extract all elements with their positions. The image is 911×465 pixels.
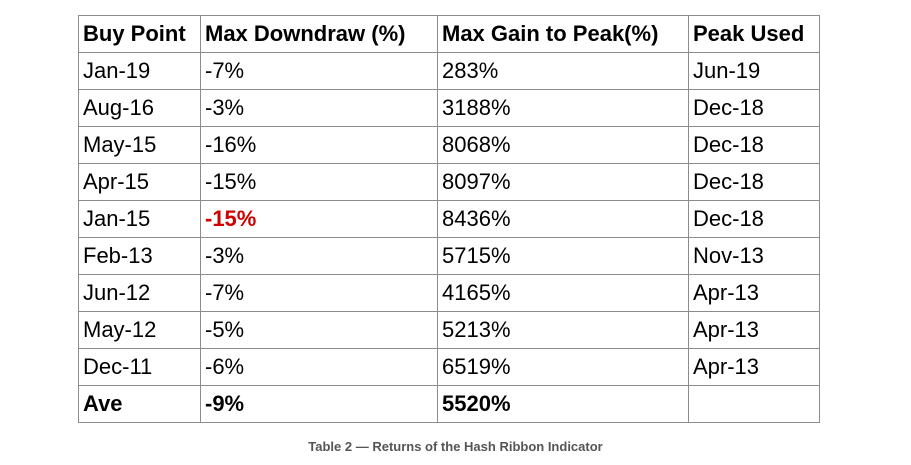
cell-max-gain: 8436% — [437, 200, 689, 238]
cell-peak-used: Apr-13 — [688, 311, 820, 349]
header-peak-used: Peak Used — [688, 15, 820, 53]
average-row: Ave -9% 5520% — [78, 385, 820, 423]
table-caption: Table 2 — Returns of the Hash Ribbon Ind… — [308, 439, 603, 454]
cell-buy-point: Dec-11 — [78, 348, 201, 386]
cell-max-downdraw: -7% — [200, 274, 438, 312]
returns-table: Buy Point Max Downdraw (%) Max Gain to P… — [78, 15, 820, 423]
cell-max-downdraw: -16% — [200, 126, 438, 164]
header-max-gain: Max Gain to Peak(%) — [437, 15, 689, 53]
table-row: Jun-12 -7% 4165% Apr-13 — [78, 274, 820, 312]
cell-max-downdraw: -7% — [200, 52, 438, 90]
cell-peak-used: Apr-13 — [688, 348, 820, 386]
cell-average-max-downdraw: -9% — [200, 385, 438, 423]
cell-max-downdraw: -3% — [200, 89, 438, 127]
cell-max-gain: 8068% — [437, 126, 689, 164]
cell-buy-point: Apr-15 — [78, 163, 201, 201]
table-row: Dec-11 -6% 6519% Apr-13 — [78, 348, 820, 386]
cell-max-downdraw-highlighted: -15% — [200, 200, 438, 238]
cell-average-peak-used — [688, 385, 820, 423]
cell-peak-used: Apr-13 — [688, 274, 820, 312]
cell-buy-point: May-15 — [78, 126, 201, 164]
cell-peak-used: Jun-19 — [688, 52, 820, 90]
cell-buy-point: Jan-19 — [78, 52, 201, 90]
cell-buy-point: Aug-16 — [78, 89, 201, 127]
table-row: Jan-19 -7% 283% Jun-19 — [78, 52, 820, 90]
cell-peak-used: Nov-13 — [688, 237, 820, 275]
cell-buy-point: Jun-12 — [78, 274, 201, 312]
cell-max-downdraw: -15% — [200, 163, 438, 201]
cell-peak-used: Dec-18 — [688, 89, 820, 127]
cell-max-downdraw: -5% — [200, 311, 438, 349]
cell-max-gain: 283% — [437, 52, 689, 90]
cell-peak-used: Dec-18 — [688, 163, 820, 201]
table-row: Feb-13 -3% 5715% Nov-13 — [78, 237, 820, 275]
cell-max-gain: 5715% — [437, 237, 689, 275]
cell-average-label: Ave — [78, 385, 201, 423]
table-row: May-15 -16% 8068% Dec-18 — [78, 126, 820, 164]
cell-peak-used: Dec-18 — [688, 126, 820, 164]
cell-max-downdraw: -6% — [200, 348, 438, 386]
cell-max-gain: 3188% — [437, 89, 689, 127]
cell-average-max-gain: 5520% — [437, 385, 689, 423]
cell-peak-used: Dec-18 — [688, 200, 820, 238]
table-header-row: Buy Point Max Downdraw (%) Max Gain to P… — [78, 15, 820, 53]
cell-buy-point: May-12 — [78, 311, 201, 349]
header-max-downdraw: Max Downdraw (%) — [200, 15, 438, 53]
returns-table-figure: Buy Point Max Downdraw (%) Max Gain to P… — [78, 15, 820, 423]
table-row: May-12 -5% 5213% Apr-13 — [78, 311, 820, 349]
table-row: Jan-15 -15% 8436% Dec-18 — [78, 200, 820, 238]
table-row: Apr-15 -15% 8097% Dec-18 — [78, 163, 820, 201]
header-buy-point: Buy Point — [78, 15, 201, 53]
cell-max-gain: 5213% — [437, 311, 689, 349]
table-row: Aug-16 -3% 3188% Dec-18 — [78, 89, 820, 127]
cell-max-gain: 4165% — [437, 274, 689, 312]
cell-max-gain: 6519% — [437, 348, 689, 386]
cell-max-downdraw: -3% — [200, 237, 438, 275]
cell-max-gain: 8097% — [437, 163, 689, 201]
cell-buy-point: Jan-15 — [78, 200, 201, 238]
cell-buy-point: Feb-13 — [78, 237, 201, 275]
